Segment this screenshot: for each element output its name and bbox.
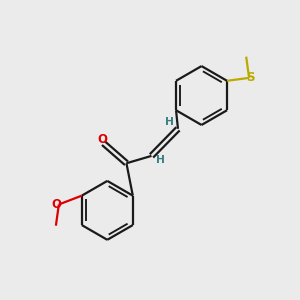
Text: H: H bbox=[165, 117, 174, 127]
Text: S: S bbox=[246, 71, 255, 84]
Text: H: H bbox=[157, 155, 165, 165]
Text: O: O bbox=[97, 133, 107, 146]
Text: O: O bbox=[52, 198, 61, 211]
